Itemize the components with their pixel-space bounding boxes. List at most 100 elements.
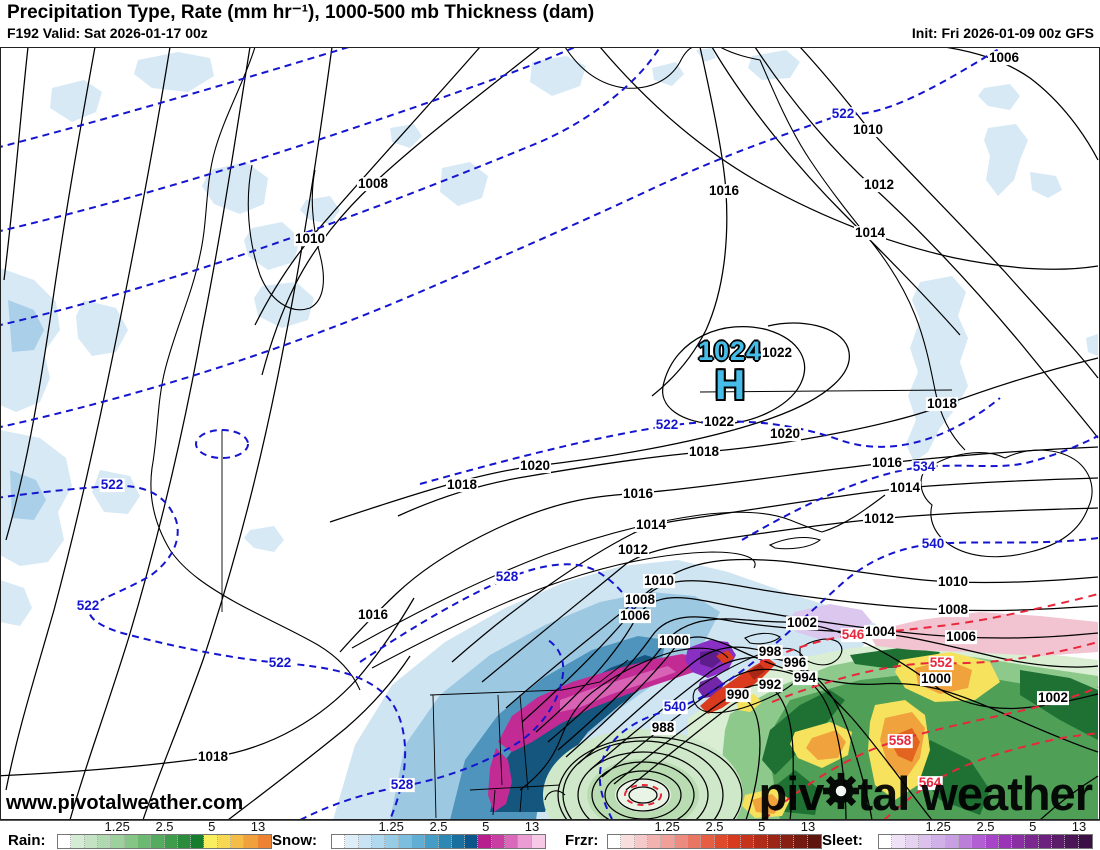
legend-group-label: Sleet:: [822, 832, 863, 849]
precip-rate-legend: Rain: 1.25 2.5 5 13 Snow: 1.25 2.5 5 13 Frzr: 1.25 2…: [0, 819, 1100, 850]
legend-colorbar-cell: [177, 835, 192, 848]
thickness-contour-label-cold: 522: [75, 598, 101, 614]
legend-colorbar-cell: [918, 835, 933, 848]
pressure-contour-label: 1018: [925, 396, 959, 412]
init-time-label: Init: Fri 2026-01-09 00z GFS: [911, 25, 1094, 41]
legend-colorbar-cell: [191, 835, 205, 848]
pressure-contour-label: 1014: [853, 225, 887, 241]
legend-colorbar-cell: [244, 835, 258, 848]
legend-colorbar-cell: [1038, 835, 1053, 848]
legend-tick-label: 2.5: [155, 819, 174, 834]
pressure-contour-label: 1014: [888, 480, 922, 496]
thickness-contour-label-cold: 522: [830, 106, 856, 122]
legend-tick-label: 5: [208, 819, 216, 834]
legend-tick-label: 13: [250, 819, 266, 834]
legend-colorbar-cell: [332, 835, 346, 848]
pressure-contour-label: 1016: [356, 607, 390, 623]
legend-group-label: Frzr:: [565, 832, 599, 849]
legend-colorbar-cell: [714, 835, 728, 848]
pressure-contour-label: 996: [782, 655, 808, 671]
pressure-contour-label: 1012: [616, 542, 650, 558]
legend-colorbar-cell: [661, 835, 675, 848]
legend-colorbar-cell: [807, 835, 821, 848]
legend-tick-label: 5: [1029, 819, 1037, 834]
legend-colorbar-cell: [972, 835, 986, 848]
legend-colorbar-cell: [151, 835, 165, 848]
legend-colorbar-cell: [531, 835, 545, 848]
legend-colorbar-cell: [71, 835, 85, 848]
legend-colorbar-cell: [451, 835, 466, 848]
pressure-contour-label: 988: [650, 720, 676, 736]
frzr-shading-heavy: [700, 650, 776, 714]
thickness-contour-label-cold: 522: [99, 477, 125, 493]
pressure-contour-label: 1016: [707, 183, 741, 199]
pressure-contour-label: 1008: [356, 176, 390, 192]
legend-colorbar-cell: [411, 835, 426, 848]
thickness-contour-label-cold: 522: [267, 655, 293, 671]
legend-colorbar-cell: [164, 835, 178, 848]
pressure-contour-label: 1004: [863, 624, 897, 640]
header: Precipitation Type, Rate (mm hr⁻¹), 1000…: [0, 0, 1100, 47]
legend-colorbar-cell: [1078, 835, 1092, 848]
watermark-url: www.pivotalweather.com: [6, 792, 244, 814]
thickness-contour-label-cold: 540: [662, 699, 688, 715]
pressure-contour-label: 994: [792, 670, 818, 686]
pressure-contour-label: 1008: [936, 602, 970, 618]
pressure-contour-label: 1018: [196, 749, 230, 765]
pressure-contour-label: 1010: [851, 122, 885, 138]
high-pressure-marker: 1024 H: [698, 336, 762, 409]
legend-colorbar-cell: [97, 835, 112, 848]
thickness-contour-label-cold: 522: [654, 417, 680, 433]
sleet-shading: [685, 640, 736, 698]
pressure-contour-label: 1010: [642, 573, 676, 589]
legend-colorbar-cell: [217, 835, 232, 848]
legend-colorbar-cell: [879, 835, 893, 848]
legend-colorbar-cell: [905, 835, 919, 848]
legend-colorbar-cell: [687, 835, 702, 848]
pressure-contour-label: 1006: [944, 629, 978, 645]
logo-text-right: tal weather: [857, 767, 1093, 820]
legend-tick-label: 1.25: [925, 819, 951, 834]
legend-colorbar-cell: [674, 835, 688, 848]
pivotal-weather-logo: piv tal: [758, 766, 1093, 821]
legend-colorbar: [878, 834, 1093, 849]
thickness-contours-cold: [0, 47, 1099, 819]
pressure-contour-label: 1012: [862, 511, 896, 527]
legend-colorbar-cell: [518, 835, 532, 848]
legend-colorbar-cell: [465, 835, 479, 848]
legend-colorbar-cell: [892, 835, 906, 848]
pressure-contour-label: 1018: [445, 477, 479, 493]
pressure-contour-label: 1002: [1036, 690, 1070, 706]
logo-text-left: piv: [758, 767, 825, 820]
pressure-contour-label: 998: [757, 644, 783, 660]
legend-tick-label: 2.5: [976, 819, 995, 834]
legend-tick-label: 5: [758, 819, 766, 834]
legend-colorbar-cell: [398, 835, 412, 848]
legend-colorbar-cell: [137, 835, 152, 848]
gear-icon: [823, 766, 860, 821]
legend-colorbar-cell: [111, 835, 125, 848]
legend-tick-label: 13: [524, 819, 540, 834]
legend-tick-label: 1.25: [378, 819, 404, 834]
legend-colorbar-cell: [958, 835, 973, 848]
pressure-contour-label: 1022: [760, 345, 794, 361]
legend-colorbar-cell: [231, 835, 245, 848]
legend-colorbar-cell: [985, 835, 999, 848]
legend-colorbar-cell: [385, 835, 399, 848]
legend-colorbar-cell: [425, 835, 439, 848]
pressure-contour-label: 992: [757, 677, 783, 693]
legend-colorbar-cell: [608, 835, 622, 848]
low-center-rain: [543, 729, 743, 819]
legend-tick-label: 1.25: [104, 819, 130, 834]
pressure-contour-label: 1016: [870, 455, 904, 471]
heavy-snow-shading: [488, 654, 700, 812]
pressure-contour-label: 1000: [657, 633, 691, 649]
thickness-contour-label-cold: 528: [494, 569, 520, 585]
thickness-contour-label-warm: 558: [887, 733, 913, 749]
legend-tick-label: 13: [800, 819, 816, 834]
valid-time-label: F192 Valid: Sat 2026-01-17 00z: [7, 25, 208, 41]
snow-shading-medium-patches: [8, 300, 46, 520]
legend-colorbar: [57, 834, 272, 849]
legend-colorbar-cell: [701, 835, 715, 848]
